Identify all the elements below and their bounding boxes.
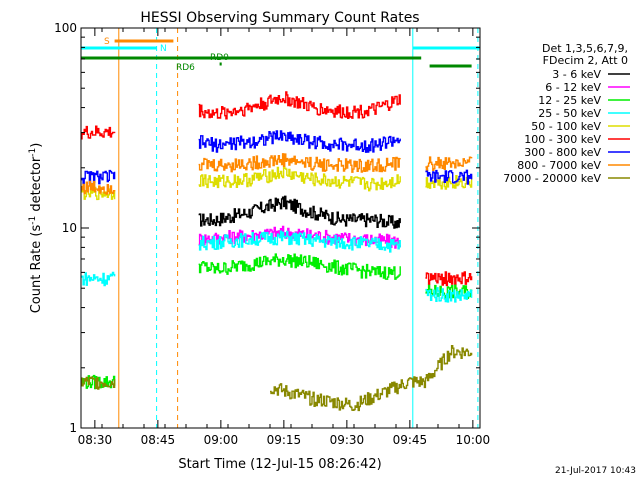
y-tick-label: 10: [62, 221, 77, 235]
x-tick-label: 09:30: [330, 433, 365, 447]
series-trace: [81, 345, 473, 412]
series-line: [198, 230, 401, 253]
x-tick-label: 10:00: [456, 433, 491, 447]
legend-label: 100 - 300 keV: [524, 133, 601, 146]
footer-date: 21-Jul-2017 10:43: [555, 466, 636, 476]
y-axis-label: Count Rate (s-1 detector-1): [28, 143, 44, 314]
series-trace: [81, 230, 473, 303]
series-line: [425, 271, 473, 287]
x-tick-label: 09:45: [393, 433, 428, 447]
legend-label: 25 - 50 keV: [538, 107, 601, 120]
series-trace: [198, 195, 401, 229]
legend-label: 800 - 7000 keV: [517, 159, 601, 172]
x-tick-label: 08:45: [141, 433, 176, 447]
series-trace: [81, 130, 473, 185]
series-line: [198, 195, 401, 229]
legend-label: 50 - 100 keV: [531, 120, 601, 133]
series-line: [198, 91, 401, 120]
legend-label: 3 - 6 keV: [552, 68, 601, 81]
series-line: [81, 125, 116, 140]
legend-label: 6 - 12 keV: [545, 81, 601, 94]
series-line: [81, 169, 116, 185]
y-tick-label: 100: [54, 21, 77, 35]
y-tick-label: 1: [69, 421, 77, 435]
x-axis: 08:30 08:45 09:00 09:15 09:30 09:45 10:00: [78, 28, 491, 447]
legend-header: Det 1,3,5,6,7,9,: [542, 42, 628, 55]
plot-area: S N RD0 RD6: [80, 27, 481, 429]
chart-title: HESSI Observing Summary Count Rates: [140, 10, 419, 26]
series-line: [270, 345, 473, 412]
state-bar-label: N: [160, 44, 167, 54]
series-line: [198, 153, 401, 173]
x-axis-label: Start Time (12-Jul-15 08:26:42): [178, 457, 381, 472]
series-line: [425, 287, 473, 303]
legend-header: FDecim 2, Att 0: [543, 54, 628, 67]
series-line: [425, 156, 473, 171]
series-line: [81, 376, 116, 390]
x-tick-label: 08:30: [78, 433, 113, 447]
legend-label: 300 - 800 keV: [524, 146, 601, 159]
series-line: [198, 130, 401, 153]
series-trace: [81, 153, 473, 195]
y-axis: 1 10 100: [54, 21, 480, 435]
series-trace: [81, 91, 473, 287]
series-line: [81, 180, 116, 195]
series-line: [198, 253, 401, 280]
state-bar-label: S: [104, 37, 110, 47]
legend-label: 7000 - 20000 keV: [503, 172, 601, 185]
series-line: [198, 166, 401, 192]
legend: Det 1,3,5,6,7,9,FDecim 2, Att 03 - 6 keV…: [503, 42, 630, 185]
state-bar-label: RD0: [210, 53, 229, 63]
legend-label: 12 - 25 keV: [538, 94, 601, 107]
state-bar-label: RD6: [176, 63, 195, 73]
x-tick-label: 09:00: [204, 433, 239, 447]
series-line: [425, 169, 473, 185]
x-tick-label: 09:15: [267, 433, 302, 447]
series-line: [81, 271, 116, 287]
